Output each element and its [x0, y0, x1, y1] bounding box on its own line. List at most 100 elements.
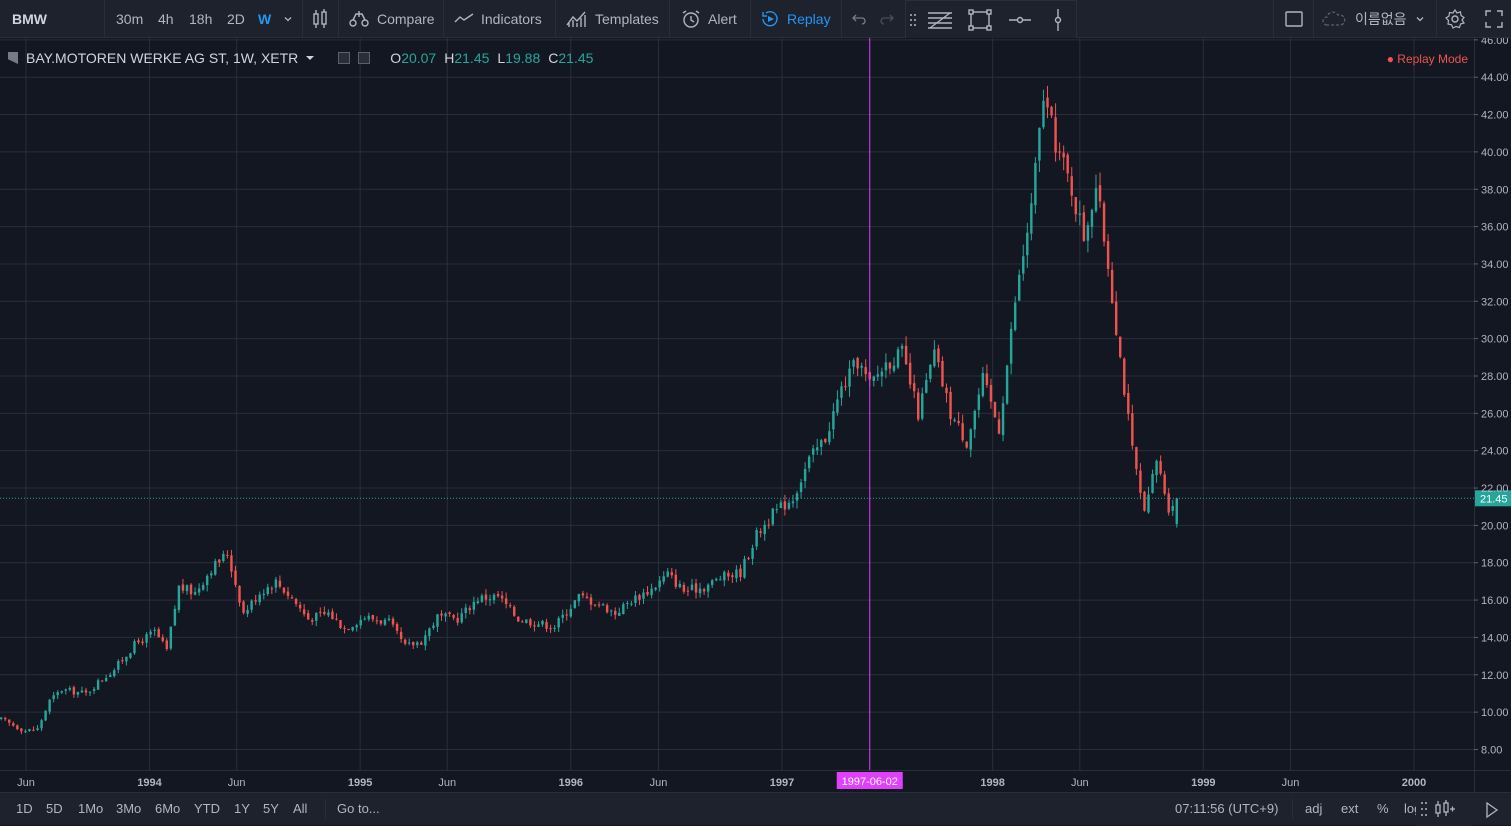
candle-body — [262, 593, 265, 596]
range-6mo[interactable]: 6Mo — [155, 801, 181, 816]
price-tick-label: 14.00 — [1481, 632, 1509, 644]
candle-body — [719, 579, 722, 581]
candle-body — [517, 616, 520, 622]
redo-button[interactable] — [879, 0, 895, 38]
candle-body — [577, 594, 581, 602]
candle-body — [399, 631, 403, 639]
fib-retracement-tool[interactable] — [920, 1, 960, 39]
candle-body — [654, 587, 657, 590]
interval-18h[interactable]: 18h — [189, 11, 213, 27]
candle-body — [28, 729, 31, 732]
interval-dropdown[interactable] — [283, 0, 293, 38]
candle-body — [36, 728, 39, 730]
alert-button[interactable]: Alert — [680, 0, 737, 38]
compare-button[interactable]: Compare — [347, 0, 435, 38]
drag-handle[interactable] — [906, 1, 920, 39]
candle-body — [311, 620, 314, 622]
high-value: 21.45 — [454, 50, 490, 66]
vertical-line-tool[interactable] — [1038, 1, 1078, 39]
horizontal-line-tool[interactable] — [1000, 1, 1040, 39]
flag-icon[interactable] — [8, 52, 18, 64]
candle-body — [735, 569, 738, 579]
candle-body — [900, 345, 904, 349]
range-5d[interactable]: 5D — [46, 801, 63, 816]
log-scale-toggle[interactable]: log — [1404, 801, 1418, 816]
settings-button[interactable] — [1444, 0, 1466, 38]
extended-hours-toggle[interactable]: ext — [1341, 801, 1359, 816]
series-legend[interactable]: BAY.MOTOREN WERKE AG ST, 1W, XETR O20.07… — [8, 49, 593, 67]
candle-body — [149, 631, 152, 635]
candle-body — [113, 670, 116, 677]
clock-readout[interactable]: 07:11:56 (UTC+9) — [1175, 801, 1279, 816]
candle-body — [686, 590, 690, 592]
candle-body — [597, 604, 601, 606]
toolbar-divider — [338, 0, 339, 38]
account-menu[interactable]: 이름없음 — [1321, 0, 1425, 38]
candle-body — [1054, 117, 1057, 153]
candle-body — [1066, 154, 1069, 174]
range-5y[interactable]: 5Y — [263, 801, 279, 816]
range-3mo[interactable]: 3Mo — [116, 801, 142, 816]
price-tick-label: 20.00 — [1481, 520, 1509, 532]
candle-body — [1074, 197, 1077, 215]
drag-handle-icon[interactable] — [1420, 800, 1428, 818]
interval-2d[interactable]: 2D — [227, 11, 245, 27]
candle-body — [193, 592, 197, 595]
candle-body — [803, 469, 807, 482]
candle-body — [210, 573, 213, 576]
candle-body — [985, 373, 989, 386]
range-all[interactable]: All — [293, 801, 308, 816]
candle-body — [1062, 152, 1065, 158]
range-1d[interactable]: 1D — [16, 801, 33, 816]
settings-small-icon[interactable] — [358, 52, 371, 64]
range-1y[interactable]: 1Y — [234, 801, 250, 816]
candle-body — [888, 362, 892, 369]
goto-button[interactable]: Go to... — [337, 801, 380, 816]
candle-body — [488, 599, 492, 601]
price-tick-label: 32.00 — [1481, 296, 1509, 308]
candle-body — [787, 502, 791, 509]
range-ytd[interactable]: YTD — [194, 801, 220, 816]
candle-body — [436, 614, 439, 627]
candle-body — [16, 725, 19, 730]
price-chart[interactable]: 21.45 1997-06-02 8.00 10.00 12.00 14.00 16.00… — [0, 38, 1511, 792]
candle-body — [371, 615, 375, 620]
candle-body — [339, 620, 342, 628]
price-tick-label: 10.00 — [1481, 707, 1509, 719]
range-1mo[interactable]: 1Mo — [78, 801, 104, 816]
templates-button[interactable]: Templates — [565, 0, 659, 38]
candle-body — [222, 553, 225, 562]
candle-body — [824, 438, 827, 443]
replay-button[interactable]: Replay — [759, 0, 831, 38]
candle-body — [1042, 100, 1045, 128]
adjust-toggle[interactable]: adj — [1305, 801, 1323, 816]
candle-body — [1139, 470, 1142, 493]
candle-body — [892, 365, 896, 371]
fullscreen-toggle-button[interactable] — [1284, 0, 1304, 38]
fullscreen-button[interactable] — [1484, 0, 1504, 38]
eye-icon[interactable] — [338, 52, 351, 64]
vertical-line-icon — [1054, 9, 1062, 31]
candle-body — [694, 583, 698, 593]
interval-4h[interactable]: 4h — [158, 11, 174, 27]
candle-body — [335, 618, 338, 620]
interval-w[interactable]: W — [258, 11, 272, 27]
candle-body — [1175, 498, 1178, 525]
undo-button[interactable] — [851, 0, 867, 38]
interval-30m[interactable]: 30m — [116, 11, 144, 27]
horizontal-line-icon — [1009, 16, 1031, 24]
play-icon[interactable] — [1484, 801, 1500, 819]
series-title[interactable]: BAY.MOTOREN WERKE AG ST, 1W, XETR — [26, 50, 299, 66]
chart-type-button[interactable] — [311, 0, 329, 38]
symbol-search[interactable]: BMW — [0, 0, 104, 38]
rectangle-tool[interactable] — [960, 1, 1000, 39]
indicators-button[interactable]: Indicators — [453, 0, 542, 38]
indicators-label: Indicators — [481, 11, 542, 27]
candle-body — [513, 606, 516, 616]
candle-body — [622, 604, 625, 615]
caret-down-icon[interactable] — [306, 54, 315, 62]
candle-body — [1070, 176, 1073, 196]
candle-body — [937, 348, 940, 363]
percent-scale-toggle[interactable]: % — [1377, 801, 1389, 816]
replay-select-bar-icon[interactable] — [1434, 799, 1456, 819]
